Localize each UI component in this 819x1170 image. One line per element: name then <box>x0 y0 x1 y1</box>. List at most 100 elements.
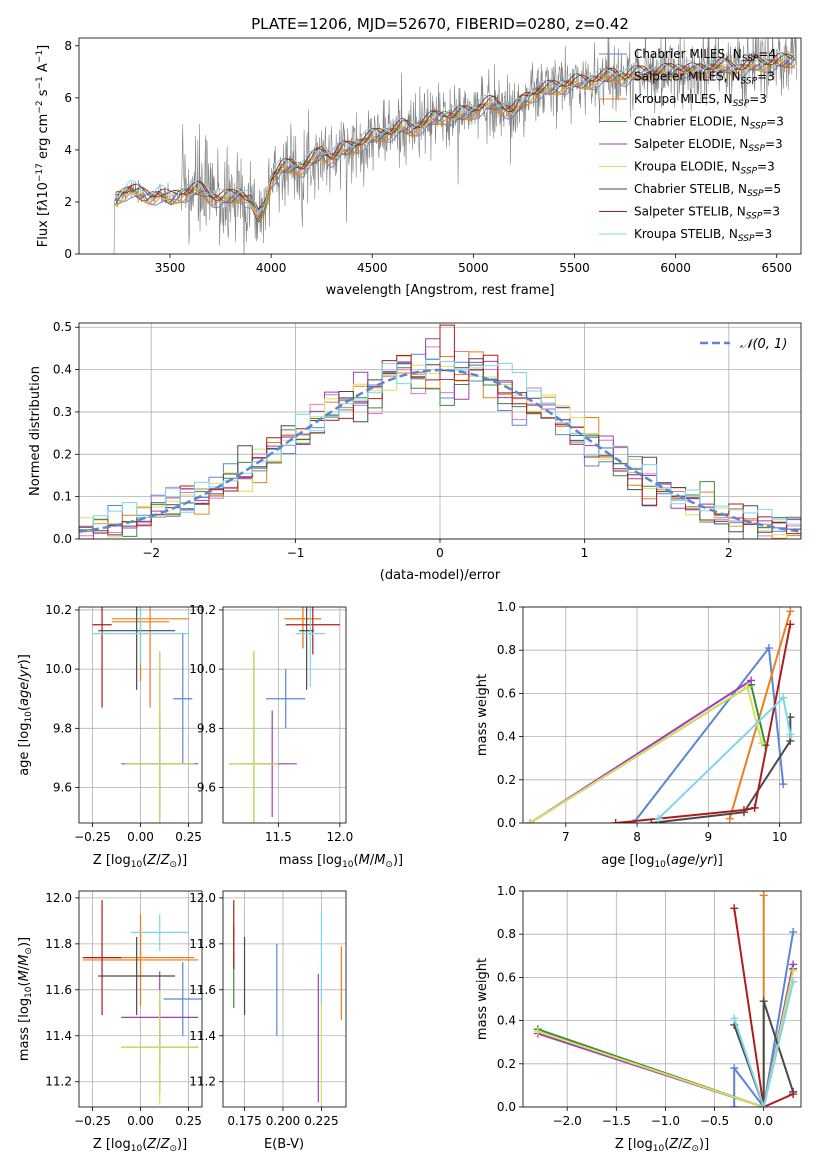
weight-marker <box>750 803 759 812</box>
x-tick-label: −1.5 <box>602 1114 631 1128</box>
residual-histogram-panel: −2 −1 0 1 2 0.0 0.1 0.2 0.3 0.4 0.5 𝒩(0, 1) (data-… <box>28 320 802 583</box>
x-tick-label: 6500 <box>761 261 792 275</box>
spectrum-title: PLATE=1206, MJD=52670, FIBERID=0280, z=0… <box>251 15 629 33</box>
weight-marker <box>779 693 788 702</box>
weight-marker <box>786 607 795 616</box>
legend-label: Kroupa STELIB, NSSP=3 <box>634 227 772 244</box>
weight-marker <box>730 904 739 913</box>
y-tick-label: 0 <box>64 247 72 261</box>
legend-label: Salpeter MILES, NSSP=3 <box>634 70 775 87</box>
y-tick-label: 9.8 <box>197 721 216 735</box>
age-mass-x-label: mass [log10(M/M⊙)] <box>279 853 403 870</box>
weight-marker <box>743 682 752 691</box>
y-tick-label: 10.2 <box>45 603 72 617</box>
x-tick-label: 0.0 <box>754 1114 773 1128</box>
x-tick-label: −0.25 <box>74 1114 111 1128</box>
x-tick-label: −1 <box>287 546 305 560</box>
y-tick-label: 11.6 <box>45 983 72 997</box>
weight-marker <box>611 819 620 823</box>
y-tick-label: 0.6 <box>497 970 516 984</box>
x-tick-label: 8 <box>633 830 641 844</box>
y-tick-label: 8 <box>64 39 72 53</box>
mass-z-x-label: Z [log10(Z/Z⊙)] <box>93 1137 187 1154</box>
age-z-y-label: age [log10(age/yr)] <box>17 654 34 776</box>
y-tick-label: 0.4 <box>497 1014 516 1028</box>
x-tick-label: 4500 <box>357 261 388 275</box>
age-vs-metallicity-panel: −0.25 0.00 0.25 9.6 9.8 10.0 10.2 Z [log10(Z/Z… <box>17 603 203 870</box>
x-tick-label: 3500 <box>155 261 186 275</box>
model-spectrum-5 <box>115 53 796 215</box>
x-tick-label: 5000 <box>458 261 489 275</box>
x-tick-label: 0 <box>436 546 444 560</box>
y-tick-label: 1.0 <box>497 600 516 614</box>
weight-marker <box>764 644 773 653</box>
spectrum-panel: PLATE=1206, MJD=52670, FIBERID=0280, z=0… <box>35 15 802 298</box>
x-tick-label: 1 <box>581 546 589 560</box>
y-tick-label: 0.8 <box>497 927 516 941</box>
y-tick-label: 11.6 <box>189 983 216 997</box>
y-tick-label: 11.4 <box>189 1029 216 1043</box>
weight-marker <box>789 966 798 975</box>
x-tick-label: 7 <box>562 830 570 844</box>
x-tick-label: 0.25 <box>175 830 202 844</box>
model-spectrum-8 <box>115 51 796 213</box>
y-tick-label: 11.8 <box>189 937 216 951</box>
y-tick-label: 0.0 <box>497 1100 516 1114</box>
weight-marker <box>533 1027 542 1036</box>
residual-y-label: Normed distribution <box>28 366 43 496</box>
weight-marker <box>725 814 734 823</box>
weight-marker <box>786 730 795 739</box>
y-tick-label: 11.2 <box>45 1075 72 1089</box>
normal-reference-curve <box>79 368 801 533</box>
legend-label: Salpeter ELODIE, NSSP=3 <box>634 137 783 154</box>
weight-line-6 <box>733 908 794 1107</box>
y-tick-label: 0.4 <box>497 730 516 744</box>
weight-line-0 <box>733 931 795 1107</box>
y-tick-label: 0.5 <box>53 320 72 334</box>
weight-line-6 <box>615 624 792 823</box>
y-tick-label: 12.0 <box>45 891 72 905</box>
y-tick-label: 11.2 <box>189 1075 216 1089</box>
weight-marker <box>789 1090 798 1099</box>
weight-marker <box>739 806 748 815</box>
weight-marker <box>747 676 756 685</box>
y-tick-label: 0.4 <box>53 363 72 377</box>
weight-line-7 <box>733 981 795 1107</box>
y-tick-label: 9.6 <box>53 780 72 794</box>
y-tick-label: 1.0 <box>497 884 516 898</box>
y-tick-label: 0.0 <box>53 532 72 546</box>
legend-label: 𝒩(0, 1) <box>740 337 787 352</box>
x-tick-label: 11.5 <box>265 830 292 844</box>
y-tick-label: 0.0 <box>497 816 516 830</box>
model-spectrum-7 <box>115 52 795 210</box>
x-tick-label: −0.5 <box>700 1114 729 1128</box>
y-tick-label: 11.4 <box>45 1029 72 1043</box>
legend-label: Chabrier MILES, NSSP=4 <box>634 47 776 64</box>
x-tick-label: 0.00 <box>127 830 154 844</box>
x-tick-label: −2 <box>142 546 160 560</box>
weight-marker <box>759 891 768 900</box>
legend-label: Salpeter STELIB, NSSP=3 <box>634 205 780 222</box>
y-tick-label: 0.3 <box>53 405 72 419</box>
mass-z-y-label: mass [log10(M/M⊙)] <box>17 937 34 1061</box>
weight-marker <box>730 1103 739 1107</box>
y-tick-label: 11.8 <box>45 937 72 951</box>
y-tick-label: 9.6 <box>197 780 216 794</box>
model-spectrum-6 <box>115 53 796 210</box>
weight-z-y-label: mass weight <box>475 958 490 1040</box>
y-tick-label: 10.0 <box>45 662 72 676</box>
weight-line-4 <box>537 970 795 1107</box>
spectrum-y-label: Flux [fλ10−17 erg cm−2 s−1 A−1] <box>35 45 51 247</box>
mass-vs-extinction-panel: 0.175 0.200 0.225 11.2 11.4 11.6 11.8 12.0 E(B-… <box>189 890 347 1152</box>
x-tick-label: 0.200 <box>266 1114 300 1128</box>
y-tick-label: 0.1 <box>53 490 72 504</box>
weight-marker <box>526 819 535 823</box>
x-tick-label: −0.25 <box>74 830 111 844</box>
weight-marker <box>779 780 788 789</box>
x-tick-label: 2 <box>725 546 733 560</box>
histogram-8 <box>79 358 801 532</box>
y-tick-label: 4 <box>64 143 72 157</box>
y-tick-label: 2 <box>64 195 72 209</box>
weight-marker <box>786 620 795 629</box>
y-tick-label: 0.8 <box>497 643 516 657</box>
